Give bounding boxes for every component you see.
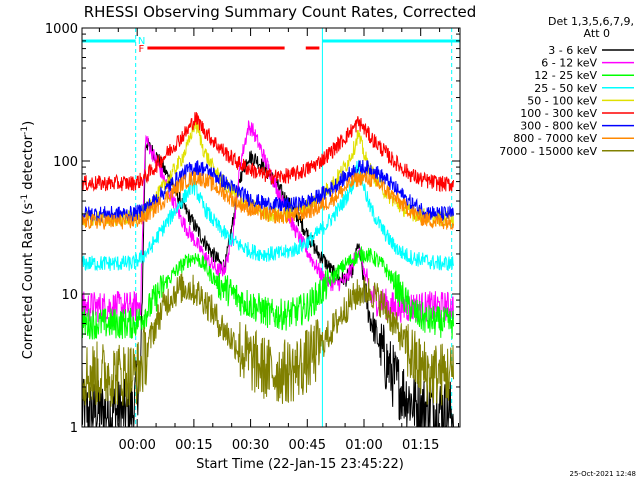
y-tick-label: 100 bbox=[53, 155, 78, 170]
legend-label-6-12-kev: 6 - 12 keV bbox=[541, 57, 597, 70]
y-tick-label: 10 bbox=[61, 288, 78, 303]
y-tick-label: 1000 bbox=[45, 22, 78, 37]
x-tick-label: 00:30 bbox=[232, 438, 269, 453]
flag-label-f: F bbox=[139, 44, 145, 55]
x-axis-label: Start Time (22-Jan-15 23:45:22) bbox=[196, 457, 404, 472]
legend-label-3-6-kev: 3 - 6 keV bbox=[548, 44, 597, 57]
chart-title: RHESSI Observing Summary Count Rates, Co… bbox=[84, 3, 477, 21]
legend-header-attenuator: Att 0 bbox=[584, 27, 610, 40]
series-line-7000-15000-kev bbox=[81, 273, 454, 407]
x-tick-label: 00:45 bbox=[289, 438, 326, 453]
legend-label-100-300-kev: 100 - 300 keV bbox=[520, 107, 597, 120]
legend-label-25-50-kev: 25 - 50 keV bbox=[534, 82, 597, 95]
legend-label-800-7000-kev: 800 - 7000 keV bbox=[513, 132, 597, 145]
y-axis-label-sup2: -1 bbox=[20, 126, 30, 135]
legend-label-7000-15000-kev: 7000 - 15000 keV bbox=[499, 145, 597, 158]
legend-header-detectors: Det 1,3,5,6,7,9, bbox=[548, 15, 634, 28]
plot-frame bbox=[81, 27, 461, 428]
legend-label-300-800-kev: 300 - 800 keV bbox=[520, 120, 597, 133]
y-axis-label-part2: detector bbox=[21, 134, 36, 194]
x-tick-label: 00:00 bbox=[118, 438, 155, 453]
x-tick-label: 00:15 bbox=[175, 438, 212, 453]
y-axis-label-part1: Corrected Count Rate (s bbox=[21, 203, 36, 360]
y-axis-label-part3: ) bbox=[21, 121, 36, 126]
y-axis-label: Corrected Count Rate (s-1 detector-1) bbox=[20, 121, 36, 359]
x-tick-label: 01:15 bbox=[402, 438, 439, 453]
footer-date: 25-Oct-2021 12:48 bbox=[570, 470, 636, 478]
legend-label-12-25-kev: 12 - 25 keV bbox=[534, 69, 597, 82]
series-layer bbox=[81, 111, 454, 428]
series-line-12-25-kev bbox=[81, 246, 454, 340]
series-line-25-50-kev bbox=[81, 159, 454, 272]
flag-label-n: N bbox=[138, 36, 145, 47]
y-axis-label-sup1: -1 bbox=[20, 194, 30, 203]
y-tick-label: 1 bbox=[70, 421, 78, 436]
legend-label-50-100-kev: 50 - 100 keV bbox=[527, 94, 597, 107]
series-line-100-300-kev bbox=[81, 111, 454, 193]
series-line-300-800-kev bbox=[81, 159, 454, 222]
series-line-800-7000-kev bbox=[81, 170, 454, 231]
flag-layer: FN bbox=[82, 36, 460, 55]
series-line-6-12-kev bbox=[81, 120, 454, 323]
x-tick-label: 01:00 bbox=[345, 438, 382, 453]
x-axis: 00:00 00:15 00:30 00:45 01:00 01:15 bbox=[98, 28, 459, 453]
